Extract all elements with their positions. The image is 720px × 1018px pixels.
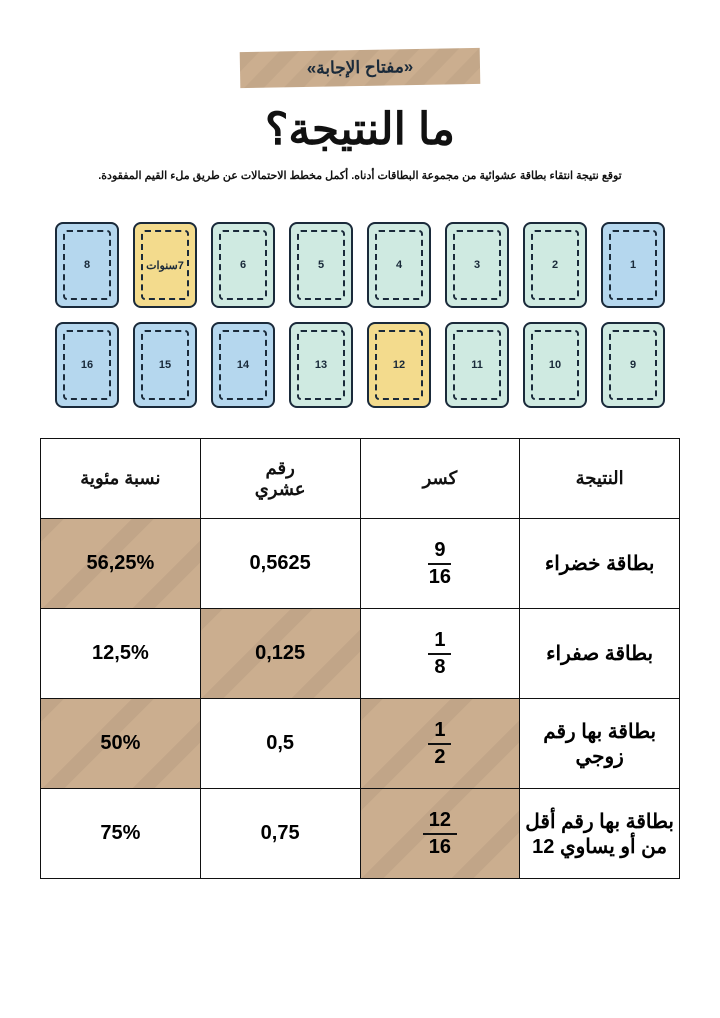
cell-decimal: 0,5 xyxy=(200,699,360,789)
card-label: 13 xyxy=(315,359,327,371)
cell-outcome: بطاقة بها رقم زوجي xyxy=(520,699,680,789)
cards-area: 1234567سنوات8 910111213141516 xyxy=(40,222,680,408)
card: 3 xyxy=(445,222,509,308)
cell-outcome: بطاقة خضراء xyxy=(520,519,680,609)
fraction: 18 xyxy=(428,630,451,678)
card-label: 3 xyxy=(474,259,480,271)
fraction: 12 xyxy=(428,720,451,768)
cell-fraction: 1216 xyxy=(360,789,520,879)
card-label: 8 xyxy=(84,259,90,271)
th-fraction: كسر xyxy=(360,439,520,519)
th-decimal: رقم عشري xyxy=(200,439,360,519)
card: 5 xyxy=(289,222,353,308)
card: 10 xyxy=(523,322,587,408)
fraction-numerator: 1 xyxy=(428,720,451,745)
cell-percent: 50% xyxy=(41,699,201,789)
tape-label: «مفتاح الإجابة» xyxy=(307,57,414,79)
fraction-denominator: 8 xyxy=(434,655,445,678)
card: 2 xyxy=(523,222,587,308)
card-label: 9 xyxy=(630,359,636,371)
card: 1 xyxy=(601,222,665,308)
card-label: 11 xyxy=(471,359,483,371)
cell-decimal: 0,75 xyxy=(200,789,360,879)
fraction-numerator: 12 xyxy=(423,810,457,835)
card-label: 14 xyxy=(237,359,249,371)
card-row-2: 9 10 11 12 13 14 15 16 xyxy=(40,322,680,408)
answer-key-tape: «مفتاح الإجابة» xyxy=(240,48,481,88)
card-label: 7سنوات xyxy=(146,259,184,272)
th-percent: نسبة مئوية xyxy=(41,439,201,519)
cell-outcome: بطاقة بها رقم أقل من أو يساوي 12 xyxy=(520,789,680,879)
card: 8 xyxy=(55,222,119,308)
table-row: بطاقة صفراء 18 0,12512,5% xyxy=(41,609,680,699)
card: 11 xyxy=(445,322,509,408)
cell-fraction: 18 xyxy=(360,609,520,699)
card: 13 xyxy=(289,322,353,408)
cell-percent: 12,5% xyxy=(41,609,201,699)
fraction-denominator: 16 xyxy=(429,565,451,588)
table-row: بطاقة بها رقم زوجي 12 0,550% xyxy=(41,699,680,789)
fraction-numerator: 9 xyxy=(428,540,451,565)
card-label: 1 xyxy=(630,259,636,271)
page-title: ما النتيجة؟ xyxy=(40,104,680,155)
card: 16 xyxy=(55,322,119,408)
fraction: 1216 xyxy=(423,810,457,858)
card: 9 xyxy=(601,322,665,408)
cell-percent: 56,25% xyxy=(41,519,201,609)
table-body: بطاقة خضراء9160,562556,25%بطاقة صفراء180… xyxy=(41,519,680,879)
fraction-denominator: 2 xyxy=(434,745,445,768)
card-label: 6 xyxy=(240,259,246,271)
page-subtitle: توقع نتيجة انتقاء بطاقة عشوائية من مجموع… xyxy=(40,169,680,182)
table-row: بطاقة خضراء 916 0,562556,25% xyxy=(41,519,680,609)
card-row-1: 1 2 3 4 5 6 7سنوات 8 xyxy=(40,222,680,308)
probability-table: النتيجة كسر رقم عشري نسبة مئوية بطاقة خض… xyxy=(40,438,680,879)
card: 7سنوات xyxy=(133,222,197,308)
fraction-denominator: 16 xyxy=(429,835,451,858)
card-label: 4 xyxy=(396,259,402,271)
card: 6 xyxy=(211,222,275,308)
card: 12 xyxy=(367,322,431,408)
card-label: 2 xyxy=(552,259,558,271)
cell-outcome: بطاقة صفراء xyxy=(520,609,680,699)
card-label: 12 xyxy=(393,359,405,371)
cell-decimal: 0,5625 xyxy=(200,519,360,609)
card-label: 16 xyxy=(81,359,93,371)
fraction: 916 xyxy=(428,540,451,588)
cell-fraction: 916 xyxy=(360,519,520,609)
fraction-numerator: 1 xyxy=(428,630,451,655)
card: 14 xyxy=(211,322,275,408)
card-label: 5 xyxy=(318,259,324,271)
cell-percent: 75% xyxy=(41,789,201,879)
card-label: 10 xyxy=(549,359,561,371)
card: 15 xyxy=(133,322,197,408)
table-row: بطاقة بها رقم أقل من أو يساوي 12 1216 0,75… xyxy=(41,789,680,879)
cell-decimal: 0,125 xyxy=(200,609,360,699)
card: 4 xyxy=(367,222,431,308)
th-outcome: النتيجة xyxy=(520,439,680,519)
card-label: 15 xyxy=(159,359,171,371)
cell-fraction: 12 xyxy=(360,699,520,789)
